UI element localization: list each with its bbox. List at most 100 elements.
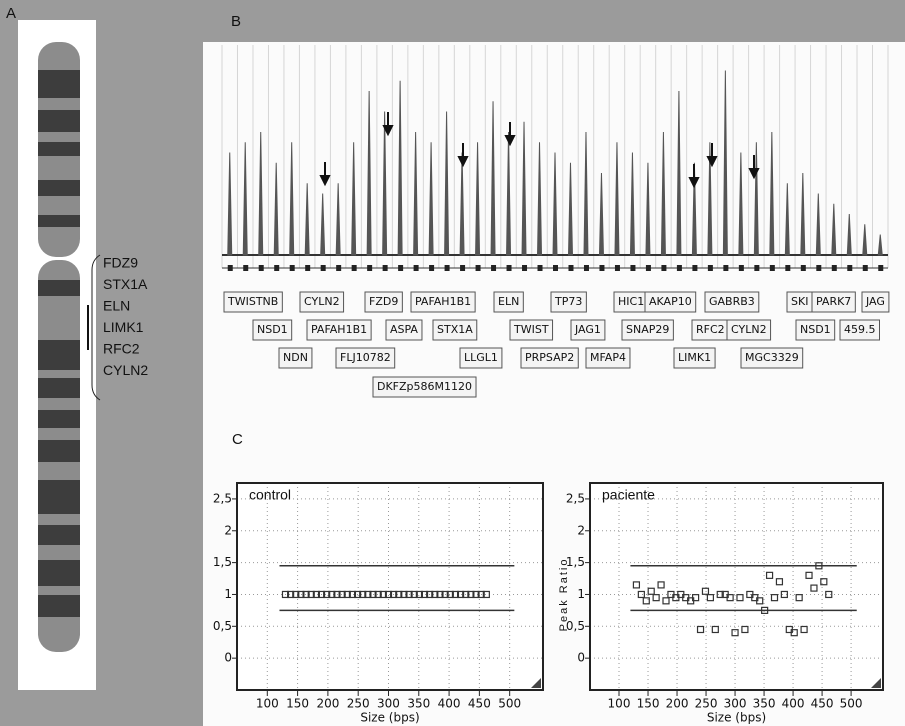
x-axis-label: Size (bps) <box>360 711 419 725</box>
gene-box: RFC2 <box>691 319 730 341</box>
point <box>333 590 341 599</box>
size-marker <box>831 265 837 271</box>
size-marker <box>336 265 342 271</box>
x-tick-label: 400 <box>782 697 805 711</box>
size-marker <box>800 265 806 271</box>
peak <box>567 162 573 256</box>
gene-box: AKAP10 <box>644 291 697 313</box>
size-marker <box>878 265 884 271</box>
size-marker <box>568 265 574 271</box>
size-marker <box>676 265 682 271</box>
peak <box>660 131 666 256</box>
point <box>810 584 818 592</box>
gene-box: SNAP29 <box>621 319 674 341</box>
gene-label: CYLN2 <box>731 323 767 336</box>
point <box>395 590 403 599</box>
gene-label: ELN <box>103 298 130 314</box>
gene-label: SKI <box>791 295 808 308</box>
point <box>390 590 398 599</box>
gene-box-frame <box>252 319 293 341</box>
point <box>384 590 393 599</box>
point <box>456 590 465 599</box>
size-marker <box>506 265 512 271</box>
point <box>701 587 710 595</box>
x-tick-label: 200 <box>666 697 689 711</box>
size-marker <box>289 265 295 271</box>
point <box>736 594 744 602</box>
x-tick-label: 350 <box>407 697 430 711</box>
size-marker <box>351 265 357 271</box>
gene-label: LLGL1 <box>464 351 498 364</box>
gene-box-frame <box>644 291 697 313</box>
size-marker <box>723 265 729 271</box>
peak <box>444 111 450 256</box>
point <box>472 590 480 599</box>
gene-label: NSD1 <box>257 323 288 336</box>
size-marker <box>274 265 280 271</box>
peak <box>676 90 682 256</box>
peak <box>304 183 310 256</box>
gene-label: FZD9 <box>369 295 398 308</box>
point <box>770 594 779 602</box>
y-tick-label: 2,5 <box>566 491 585 505</box>
peak <box>273 162 279 256</box>
peak <box>784 183 790 256</box>
gene-label: FDZ9 <box>103 255 138 271</box>
point <box>451 590 460 599</box>
peak <box>227 152 233 256</box>
peak <box>738 152 744 256</box>
point <box>317 590 326 599</box>
gene-box-frame <box>299 291 345 313</box>
gene-box-frame <box>509 319 554 341</box>
y-tick-label: 1 <box>224 587 232 601</box>
gene-box: TWIST <box>509 319 554 341</box>
x-tick-label: 150 <box>286 697 309 711</box>
size-marker <box>227 265 233 271</box>
gene-label: GABRB3 <box>709 295 755 308</box>
size-marker <box>785 265 791 271</box>
point <box>477 590 485 599</box>
peak <box>800 172 806 256</box>
gene-box: FLJ10782 <box>335 347 396 369</box>
point <box>716 590 724 599</box>
y-tick-label: 1,5 <box>566 555 585 569</box>
point <box>795 594 803 602</box>
gene-label: CYLN2 <box>103 362 148 378</box>
size-marker <box>754 265 760 271</box>
point <box>642 597 650 605</box>
gene-box-frame <box>839 319 880 341</box>
point <box>467 590 475 599</box>
point <box>820 578 828 586</box>
gene-box: PAFAH1B1 <box>306 319 372 341</box>
peak <box>722 70 728 256</box>
peak <box>428 142 434 256</box>
gene-box-frame <box>493 291 524 313</box>
plot-frame <box>589 482 884 691</box>
y-axis-label: Peak Ratio <box>558 558 570 632</box>
x-tick-label: 300 <box>724 697 747 711</box>
peak <box>831 203 837 256</box>
size-marker <box>553 265 558 271</box>
y-tick-label: 0 <box>577 651 585 665</box>
x-tick-label: 500 <box>498 697 521 711</box>
size-marker <box>444 265 450 271</box>
peak <box>521 121 527 256</box>
y-tick-label: 1 <box>577 587 585 601</box>
point <box>297 590 305 599</box>
gene-label: STX1A <box>103 276 148 292</box>
gene-box: LLGL1 <box>459 347 503 369</box>
size-marker <box>847 265 853 271</box>
point <box>431 590 439 599</box>
gene-box: MFAP4 <box>585 347 631 369</box>
size-marker <box>305 265 311 271</box>
size-marker <box>862 265 868 271</box>
point <box>415 590 423 599</box>
point <box>348 590 357 599</box>
gene-label: STX1A <box>437 323 473 336</box>
peak <box>397 80 403 256</box>
gene-box: MGC3329 <box>740 347 804 369</box>
peak <box>815 193 821 256</box>
gene-box-frame <box>811 291 856 313</box>
point <box>800 625 808 634</box>
